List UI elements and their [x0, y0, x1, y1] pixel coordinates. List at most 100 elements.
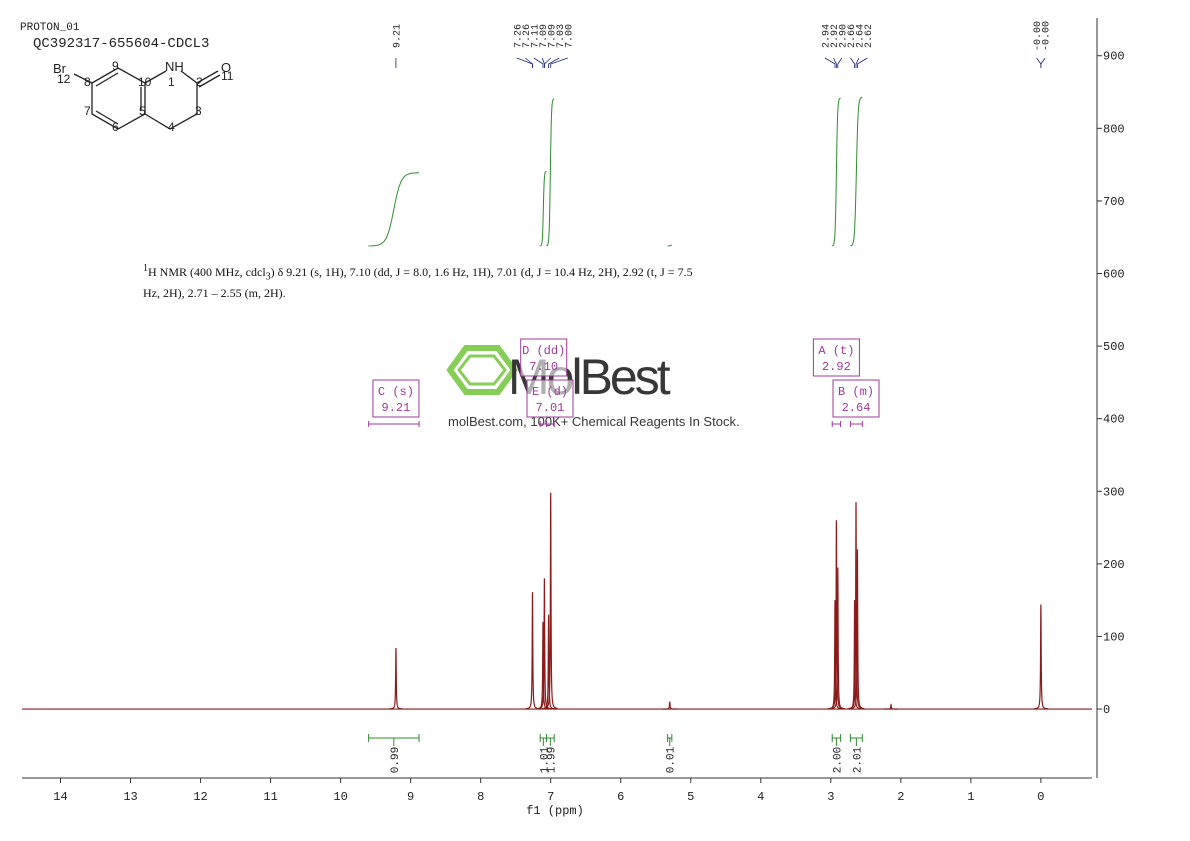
x-tick-label: 6	[617, 790, 624, 804]
peak	[1033, 604, 1048, 710]
desc-sup: 1	[143, 263, 148, 274]
multiplet-box	[520, 338, 568, 377]
peak-label: 2.66	[847, 24, 858, 48]
watermark-tagline: molBest.com, 100K+ Chemical Reagents In …	[448, 414, 740, 429]
integral-bracket	[667, 734, 673, 746]
peak-label-connector	[837, 57, 843, 68]
x-tick-label: 8	[477, 790, 484, 804]
peak	[388, 648, 403, 710]
peak	[850, 549, 865, 710]
structure	[73, 67, 221, 130]
description: 1H NMR (400 MHz, cdcl3) δ 9.21 (s, 1H), …	[143, 260, 703, 302]
multiplet-shift: 9.21	[382, 401, 411, 415]
peak-label: 7.26	[513, 24, 524, 48]
multiplet-range	[849, 421, 863, 427]
integral-label: 1.99	[546, 747, 558, 773]
integral-curve	[368, 172, 420, 247]
desc-text: ) δ 9.21 (s, 1H), 7.10 (dd, J = 8.0, 1.6…	[143, 265, 693, 301]
multiplet-box	[832, 379, 880, 418]
y-tick-label: 0	[1103, 703, 1110, 717]
multiplet-box	[372, 379, 420, 418]
peak	[662, 701, 677, 710]
logo	[457, 354, 507, 386]
multiplet-name: A (t)	[818, 344, 854, 358]
integral-bracket	[368, 734, 420, 746]
atom-number: 8	[84, 75, 91, 89]
atom-number: 9	[112, 59, 119, 73]
integral-label: 2.00	[832, 747, 844, 773]
peak	[525, 592, 540, 710]
y-tick-label: 400	[1103, 413, 1125, 427]
peak-label-connector	[857, 57, 868, 68]
multiplet-range	[539, 421, 547, 427]
peak-label: 2.92	[830, 24, 841, 48]
atom-number: 7	[84, 104, 91, 118]
peak-label: 7.26	[522, 24, 533, 48]
y-tick-label: 200	[1103, 558, 1125, 572]
x-axis-label: f1 (ppm)	[526, 804, 584, 818]
integral-label: 1.01	[539, 746, 551, 773]
peak-label-connector	[824, 57, 836, 68]
y-tick-label: 300	[1103, 485, 1125, 499]
integral-curve	[667, 244, 672, 247]
atom-number: 4	[168, 120, 175, 134]
peak-label: -0.00	[1033, 21, 1044, 51]
x-tick-label: 5	[687, 790, 694, 804]
peak-label-connector	[548, 57, 560, 68]
peak	[884, 703, 899, 710]
integral-label: 2.01	[852, 746, 864, 773]
multiplet-range	[368, 421, 420, 427]
peak	[537, 578, 552, 710]
multiplet-shift: 2.64	[842, 401, 871, 415]
peak	[830, 567, 845, 710]
multiplet-shift: 2.92	[822, 360, 851, 374]
peak-label-connector	[1036, 57, 1042, 68]
y-tick-label: 100	[1103, 630, 1125, 644]
integral-curve	[539, 170, 547, 247]
integral-bracket	[539, 734, 547, 746]
integral-curve	[831, 97, 841, 247]
integral-curve	[545, 98, 555, 247]
peak-label-connector	[550, 57, 568, 68]
multiplet-shift: 7.10	[529, 360, 558, 374]
sample-id: QC392317-655604-CDCL3	[33, 36, 209, 52]
x-tick-label: 13	[123, 790, 137, 804]
x-tick-label: 0	[1037, 790, 1044, 804]
peak-label: 7.09	[539, 24, 550, 48]
peak-label-connector	[543, 57, 552, 68]
peak	[543, 492, 558, 710]
atom-number: 1	[168, 75, 175, 89]
experiment: PROTON_01	[20, 22, 80, 34]
peak-label: 2.64	[855, 24, 866, 48]
multiplet-box	[812, 338, 860, 377]
integral-bracket	[849, 734, 863, 746]
integral-label: 0.99	[390, 747, 402, 773]
peak-label-connector	[833, 57, 837, 68]
multiplet-range	[831, 421, 842, 427]
desc-text: H NMR (400 MHz, cdcl	[148, 265, 266, 279]
peak-label: 7.00	[564, 24, 575, 48]
integral-bracket	[545, 734, 555, 746]
peak	[829, 520, 844, 710]
x-tick-label: 10	[333, 790, 347, 804]
x-tick-label: 1	[967, 790, 974, 804]
atom-number: 12	[57, 72, 71, 86]
x-tick-label: 4	[757, 790, 764, 804]
peak-label: 2.94	[821, 24, 832, 48]
multiplet-name: C (s)	[378, 385, 414, 399]
x-tick-label: 3	[827, 790, 834, 804]
peak-label-connector	[525, 57, 533, 68]
x-tick-label: 9	[407, 790, 414, 804]
x-tick-label: 2	[897, 790, 904, 804]
atom-number: 2	[196, 75, 203, 89]
peak-label: 2.90	[838, 24, 849, 48]
multiplet-shift: 7.01	[536, 401, 565, 415]
peak	[848, 502, 864, 710]
atom-number: 10	[138, 75, 152, 89]
multiplet-box	[526, 379, 574, 418]
peak-label-connector	[533, 57, 544, 68]
y-tick-label: 900	[1103, 50, 1125, 64]
atoms: Br NH O 12 8 9 10 1 2 11 7 6 5 4 3	[53, 59, 234, 134]
